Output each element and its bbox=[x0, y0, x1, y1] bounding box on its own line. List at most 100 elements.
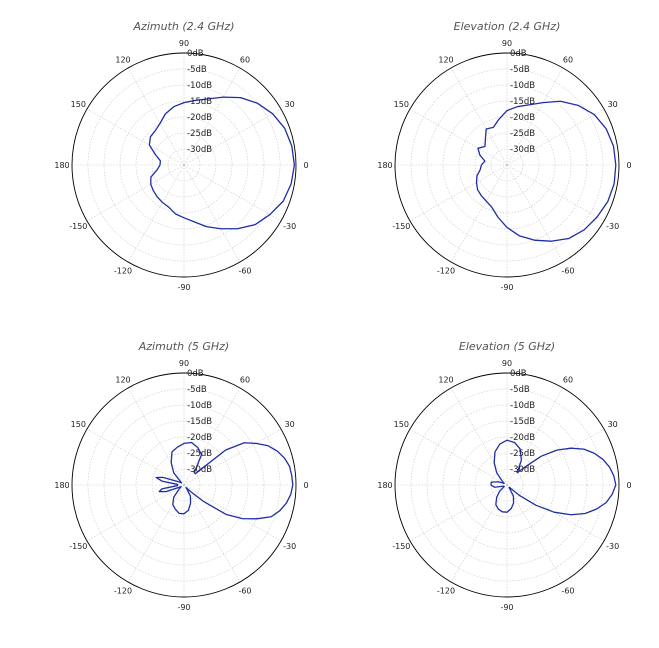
angle-gridline bbox=[450, 484, 508, 583]
angle-gridline bbox=[86, 164, 185, 222]
angle-tick-label: -60 bbox=[561, 267, 574, 276]
radial-gridline bbox=[167, 468, 201, 502]
radial-gridline bbox=[103, 84, 265, 246]
angle-gridline bbox=[183, 484, 241, 583]
radial-gridline bbox=[151, 452, 217, 518]
angle-tick-label: 60 bbox=[563, 375, 573, 384]
radial-tick-label: -15dB bbox=[187, 417, 212, 427]
angle-tick-label: 150 bbox=[71, 100, 86, 109]
angle-tick-label: 180 bbox=[54, 481, 69, 490]
angle-gridline bbox=[450, 67, 508, 166]
angle-tick-label: 150 bbox=[71, 420, 86, 429]
radial-tick-label: -15dB bbox=[510, 417, 535, 427]
radial-gridline bbox=[474, 452, 540, 518]
radial-gridline bbox=[442, 420, 572, 550]
polar-outer-ring bbox=[394, 372, 620, 598]
angle-gridline bbox=[506, 428, 605, 486]
radial-tick-label: -30dB bbox=[510, 465, 535, 475]
angle-tick-label: -150 bbox=[69, 222, 87, 231]
angle-tick-label: 120 bbox=[438, 55, 453, 64]
angle-gridline bbox=[127, 67, 185, 166]
angle-tick-label: -120 bbox=[114, 587, 132, 596]
angle-gridline bbox=[409, 484, 508, 542]
radiation-pattern-line bbox=[490, 439, 617, 516]
radial-tick-label: -15dB bbox=[187, 97, 212, 107]
radial-gridline bbox=[167, 148, 201, 182]
angle-gridline bbox=[127, 164, 185, 263]
polar-chart-2: 0dB -5dB -10dB -15dB -20dB -25dB -30dB 0 30 60 90 1… bbox=[377, 20, 631, 292]
radial-tick-label: -25dB bbox=[187, 129, 212, 139]
angle-gridline bbox=[183, 67, 241, 166]
radial-gridline bbox=[442, 100, 572, 230]
angle-gridline bbox=[409, 164, 508, 222]
radial-gridline bbox=[490, 468, 524, 502]
radial-gridline bbox=[410, 388, 604, 582]
angle-tick-label: -30 bbox=[606, 222, 619, 231]
radial-tick-label: -20dB bbox=[187, 433, 212, 443]
angle-tick-label: -120 bbox=[437, 587, 455, 596]
angle-tick-label: -150 bbox=[69, 542, 87, 551]
angle-tick-label: 120 bbox=[115, 55, 130, 64]
radiation-pattern-line bbox=[148, 96, 296, 230]
angle-gridline bbox=[183, 387, 241, 486]
angle-gridline bbox=[506, 164, 564, 263]
radial-tick-label: -10dB bbox=[187, 401, 212, 411]
polar-outer-ring bbox=[71, 52, 297, 278]
radial-gridline bbox=[151, 132, 217, 198]
angle-gridline bbox=[409, 428, 508, 486]
radial-tick-label: -10dB bbox=[510, 81, 535, 91]
angle-tick-label: 0 bbox=[303, 161, 308, 170]
radial-tick-label: -20dB bbox=[510, 113, 535, 123]
angle-gridline bbox=[506, 108, 605, 166]
radial-tick-label: 0dB bbox=[187, 49, 204, 59]
angle-tick-label: 120 bbox=[115, 375, 130, 384]
angle-gridline bbox=[506, 387, 564, 486]
angle-tick-label: 60 bbox=[563, 55, 573, 64]
angle-gridline bbox=[86, 484, 185, 542]
angle-tick-label: -150 bbox=[392, 222, 410, 231]
angle-tick-label: 60 bbox=[240, 55, 250, 64]
angle-tick-label: 120 bbox=[438, 375, 453, 384]
radial-tick-label: -10dB bbox=[187, 81, 212, 91]
radial-tick-label: -5dB bbox=[187, 65, 207, 75]
angle-gridline bbox=[86, 108, 185, 166]
angle-gridline bbox=[506, 164, 605, 222]
angle-tick-label: 30 bbox=[285, 420, 295, 429]
polar-chart-1: 0dB -5dB -10dB -15dB -20dB -25dB -30dB 0 30 60 90 1… bbox=[54, 20, 308, 292]
angle-gridline bbox=[450, 164, 508, 263]
radial-tick-label: -25dB bbox=[510, 129, 535, 139]
radial-tick-label: -30dB bbox=[187, 145, 212, 155]
angle-tick-label: 90 bbox=[179, 39, 189, 48]
angle-tick-label: -120 bbox=[114, 267, 132, 276]
radial-gridline bbox=[135, 436, 233, 534]
angle-tick-label: -60 bbox=[561, 587, 574, 596]
radial-gridline bbox=[135, 116, 233, 214]
radial-tick-label: -30dB bbox=[187, 465, 212, 475]
radial-gridline bbox=[87, 68, 281, 262]
angle-tick-label: 180 bbox=[377, 481, 392, 490]
radial-gridline bbox=[458, 116, 556, 214]
angle-gridline bbox=[506, 484, 605, 542]
radial-gridline bbox=[103, 404, 265, 566]
angle-gridline bbox=[127, 484, 185, 583]
chart-title: Elevation (5 GHz) bbox=[459, 340, 555, 353]
radial-tick-label: -5dB bbox=[510, 385, 530, 395]
angle-gridline bbox=[127, 387, 185, 486]
angle-gridline bbox=[409, 108, 508, 166]
angle-gridline bbox=[183, 164, 282, 222]
angle-gridline bbox=[183, 164, 241, 263]
angle-tick-label: 0 bbox=[303, 481, 308, 490]
radial-tick-label: 0dB bbox=[510, 49, 527, 59]
angle-tick-label: -90 bbox=[500, 603, 513, 612]
radial-tick-label: -25dB bbox=[187, 449, 212, 459]
angle-tick-label: 180 bbox=[54, 161, 69, 170]
radial-tick-label: -30dB bbox=[510, 145, 535, 155]
radiation-pattern-line bbox=[155, 441, 294, 520]
radial-gridline bbox=[87, 388, 281, 582]
angle-gridline bbox=[183, 428, 282, 486]
angle-tick-label: 0 bbox=[626, 481, 631, 490]
angle-tick-label: -60 bbox=[238, 267, 251, 276]
radial-tick-label: -5dB bbox=[187, 385, 207, 395]
polar-chart-4: 0dB -5dB -10dB -15dB -20dB -25dB -30dB 0 30 60 90 1… bbox=[377, 340, 631, 612]
